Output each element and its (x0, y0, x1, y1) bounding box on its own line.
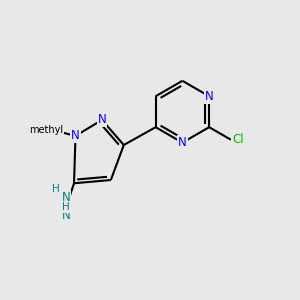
Text: N: N (62, 209, 71, 222)
Text: H: H (63, 202, 70, 212)
Text: N: N (98, 113, 106, 127)
Text: Cl: Cl (232, 133, 244, 146)
Text: N: N (61, 190, 70, 204)
Text: H: H (62, 202, 70, 212)
Text: methyl: methyl (30, 125, 64, 135)
Text: H: H (52, 184, 60, 194)
Text: N: N (71, 129, 80, 142)
Text: N: N (205, 90, 214, 103)
Text: N: N (178, 136, 187, 149)
